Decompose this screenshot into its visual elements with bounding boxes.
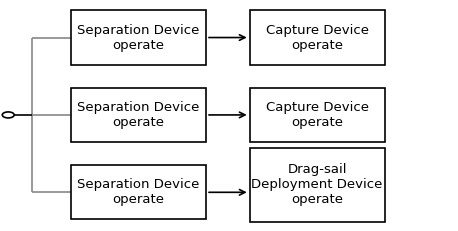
Text: Separation Device
operate: Separation Device operate: [77, 178, 200, 206]
Circle shape: [2, 112, 14, 118]
Text: Separation Device
operate: Separation Device operate: [77, 24, 200, 52]
Bar: [71, 10, 206, 65]
Text: Separation Device
operate: Separation Device operate: [77, 101, 200, 129]
Bar: [71, 88, 206, 142]
Text: Capture Device
operate: Capture Device operate: [266, 101, 369, 129]
Text: Drag-sail
Deployment Device
operate: Drag-sail Deployment Device operate: [251, 163, 383, 206]
Bar: [250, 10, 385, 65]
Bar: [250, 88, 385, 142]
Bar: [250, 148, 385, 222]
Bar: [71, 165, 206, 219]
Text: Capture Device
operate: Capture Device operate: [266, 24, 369, 52]
